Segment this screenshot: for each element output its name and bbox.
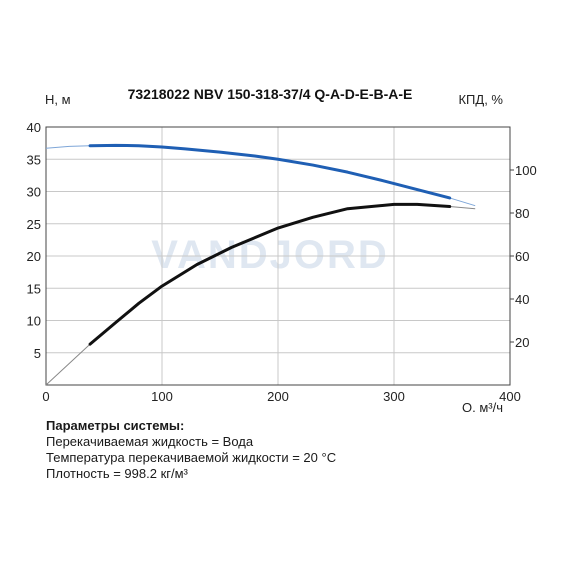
x-tick-label: 300	[383, 389, 405, 404]
pump-curve-chart: 73218022 NBV 150-318-37/4 Q-A-D-E-B-A-E …	[27, 86, 537, 412]
y-tick-label-right: 100	[515, 163, 537, 178]
y-axis-ticks-right: 20 40 60 80 100	[510, 163, 537, 350]
param-line-fluid: Перекачиваемая жидкость = Вода	[46, 434, 254, 449]
y-tick-label-right: 60	[515, 249, 529, 264]
y-tick-label-left: 20	[27, 249, 41, 264]
series-line-full-0	[45, 144, 476, 207]
system-parameters-heading: Параметры системы:	[46, 418, 185, 433]
y-axis-title-left: H, м	[45, 92, 71, 107]
system-parameters: Параметры системы: Перекачиваемая жидкос…	[46, 418, 336, 482]
x-tick-label: 400	[499, 389, 521, 404]
y-axis-ticks-left: 5 10 15 20 25 30 35 40	[27, 120, 41, 361]
x-tick-label: 100	[151, 389, 173, 404]
chart-title: 73218022 NBV 150-318-37/4 Q-A-D-E-B-A-E	[128, 86, 413, 102]
y-tick-label-left: 30	[27, 185, 41, 200]
y-tick-label-left: 40	[27, 120, 41, 135]
series-line-operating-1	[88, 202, 452, 346]
y-tick-label-left: 10	[27, 314, 41, 329]
y-axis-title-right: КПД, %	[458, 92, 503, 107]
grid	[46, 127, 510, 385]
x-tick-label: 200	[267, 389, 289, 404]
series-line-full-1	[45, 203, 476, 386]
series-line-operating-0	[88, 143, 452, 200]
y-tick-label-left: 25	[27, 217, 41, 232]
x-axis-ticks: 0 100 200 300 400	[42, 389, 520, 404]
x-tick-label: 0	[42, 389, 49, 404]
y-tick-label-right: 20	[515, 335, 529, 350]
x-axis-title: Q, м³/ч	[462, 400, 503, 412]
y-tick-label-right: 40	[515, 292, 529, 307]
series-group	[45, 143, 476, 386]
param-line-density: Плотность = 998.2 кг/м³	[46, 466, 188, 481]
y-tick-label-right: 80	[515, 206, 529, 221]
y-tick-label-left: 15	[27, 281, 41, 296]
y-tick-label-left: 5	[34, 346, 41, 361]
y-tick-label-left: 35	[27, 152, 41, 167]
param-line-temperature: Температура перекачиваемой жидкости = 20…	[46, 450, 337, 465]
